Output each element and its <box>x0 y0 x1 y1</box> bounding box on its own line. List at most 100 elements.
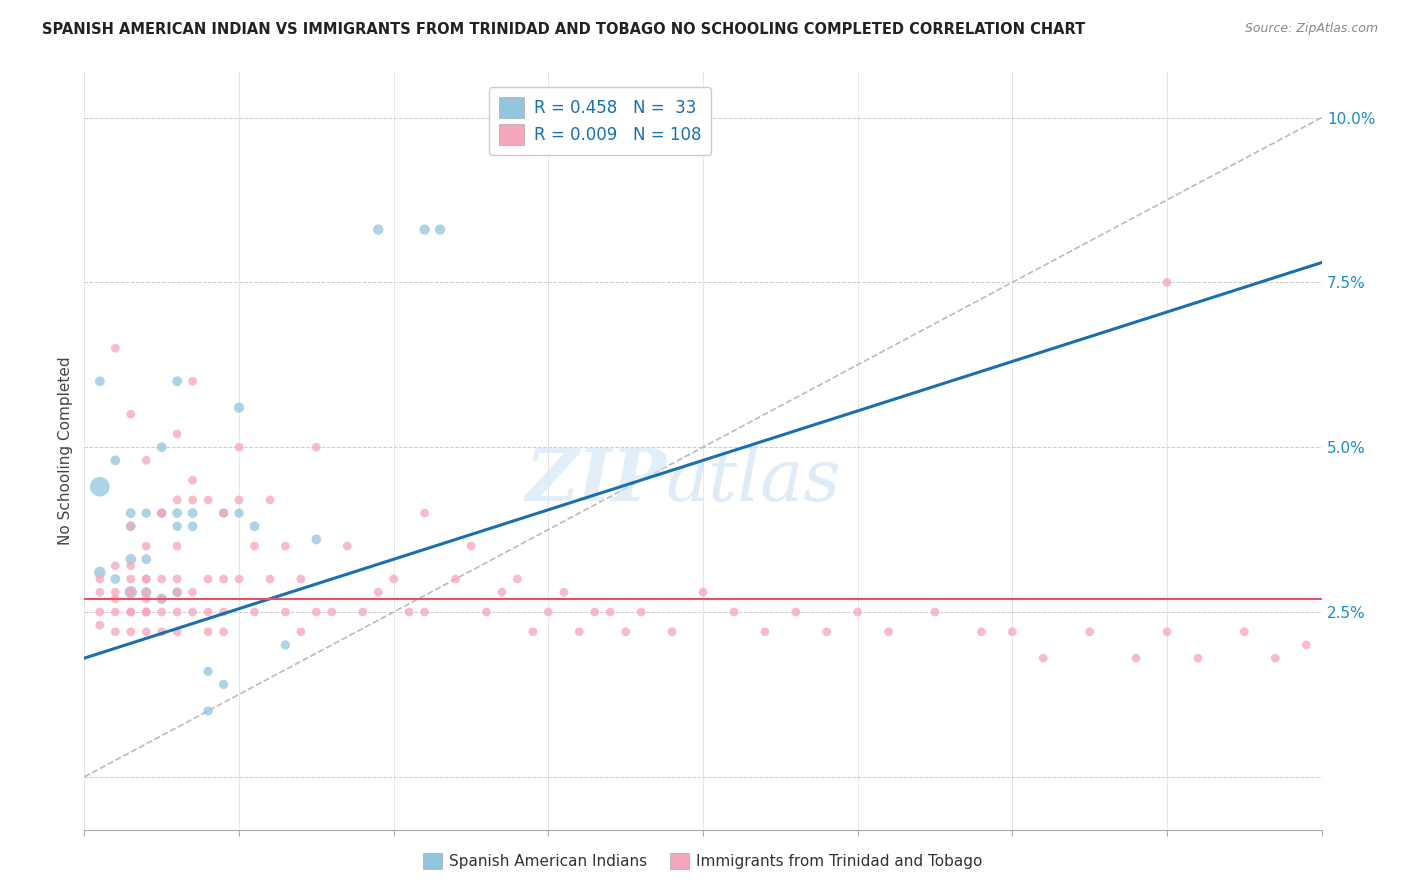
Text: SPANISH AMERICAN INDIAN VS IMMIGRANTS FROM TRINIDAD AND TOBAGO NO SCHOOLING COMP: SPANISH AMERICAN INDIAN VS IMMIGRANTS FR… <box>42 22 1085 37</box>
Point <box>89 618 111 632</box>
Point <box>150 440 173 454</box>
Point <box>135 453 157 467</box>
Point <box>181 473 204 487</box>
Point <box>181 492 204 507</box>
Point <box>104 453 127 467</box>
Point <box>228 401 250 415</box>
Point <box>150 506 173 520</box>
Point <box>104 605 127 619</box>
Text: atlas: atlas <box>666 445 841 516</box>
Point <box>228 440 250 454</box>
Point <box>1125 651 1147 665</box>
Point <box>460 539 482 553</box>
Point <box>1295 638 1317 652</box>
Legend: R = 0.458   N =  33, R = 0.009   N = 108: R = 0.458 N = 33, R = 0.009 N = 108 <box>489 87 711 154</box>
Point <box>104 558 127 573</box>
Point <box>212 506 235 520</box>
Point <box>413 222 436 236</box>
Point <box>877 624 900 639</box>
Point <box>166 572 188 586</box>
Point <box>290 572 312 586</box>
Point <box>166 624 188 639</box>
Text: Source: ZipAtlas.com: Source: ZipAtlas.com <box>1244 22 1378 36</box>
Point <box>135 585 157 599</box>
Point <box>135 506 157 520</box>
Point <box>120 605 142 619</box>
Point <box>150 591 173 606</box>
Point <box>274 605 297 619</box>
Legend: Spanish American Indians, Immigrants from Trinidad and Tobago: Spanish American Indians, Immigrants fro… <box>418 847 988 875</box>
Point <box>553 585 575 599</box>
Point <box>166 585 188 599</box>
Point <box>305 533 328 547</box>
Point <box>120 572 142 586</box>
Point <box>228 572 250 586</box>
Point <box>228 492 250 507</box>
Point <box>398 605 420 619</box>
Point <box>243 605 266 619</box>
Point <box>846 605 869 619</box>
Point <box>120 407 142 421</box>
Point <box>197 605 219 619</box>
Point <box>166 492 188 507</box>
Point <box>89 566 111 580</box>
Point <box>150 591 173 606</box>
Point <box>367 222 389 236</box>
Point <box>89 374 111 388</box>
Point <box>89 572 111 586</box>
Point <box>336 539 359 553</box>
Point <box>382 572 405 586</box>
Point <box>150 572 173 586</box>
Point <box>181 585 204 599</box>
Point <box>89 605 111 619</box>
Point <box>1187 651 1209 665</box>
Point <box>1264 651 1286 665</box>
Point <box>321 605 343 619</box>
Point <box>166 605 188 619</box>
Point <box>444 572 467 586</box>
Point <box>104 585 127 599</box>
Point <box>104 572 127 586</box>
Point <box>197 492 219 507</box>
Point <box>290 624 312 639</box>
Point <box>120 558 142 573</box>
Point <box>1156 624 1178 639</box>
Point <box>120 585 142 599</box>
Point <box>491 585 513 599</box>
Point <box>212 506 235 520</box>
Point <box>661 624 683 639</box>
Point <box>181 374 204 388</box>
Point <box>120 585 142 599</box>
Point <box>305 440 328 454</box>
Point <box>89 585 111 599</box>
Point <box>135 585 157 599</box>
Point <box>135 605 157 619</box>
Point <box>243 519 266 533</box>
Point <box>150 506 173 520</box>
Point <box>150 624 173 639</box>
Point <box>305 605 328 619</box>
Point <box>181 506 204 520</box>
Point <box>785 605 807 619</box>
Point <box>413 506 436 520</box>
Point <box>1032 651 1054 665</box>
Point <box>1233 624 1256 639</box>
Point <box>537 605 560 619</box>
Point <box>135 572 157 586</box>
Point <box>475 605 498 619</box>
Point <box>522 624 544 639</box>
Point <box>150 506 173 520</box>
Point <box>120 552 142 566</box>
Point <box>135 539 157 553</box>
Point <box>120 624 142 639</box>
Point <box>723 605 745 619</box>
Y-axis label: No Schooling Completed: No Schooling Completed <box>58 356 73 545</box>
Point <box>212 677 235 691</box>
Point <box>815 624 838 639</box>
Point <box>197 665 219 679</box>
Point <box>614 624 637 639</box>
Point <box>166 374 188 388</box>
Point <box>181 519 204 533</box>
Point <box>583 605 606 619</box>
Point <box>120 585 142 599</box>
